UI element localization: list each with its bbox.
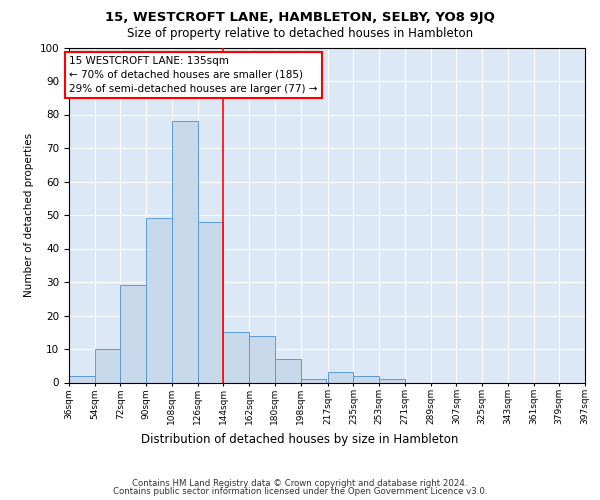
Bar [69, 376, 95, 382]
Bar [121, 286, 146, 382]
Bar [275, 359, 301, 382]
Bar [172, 121, 197, 382]
Bar [197, 222, 223, 382]
Text: 15, WESTCROFT LANE, HAMBLETON, SELBY, YO8 9JQ: 15, WESTCROFT LANE, HAMBLETON, SELBY, YO… [105, 11, 495, 24]
Y-axis label: Number of detached properties: Number of detached properties [24, 133, 34, 297]
Bar [353, 376, 379, 382]
Bar [328, 372, 353, 382]
Text: Distribution of detached houses by size in Hambleton: Distribution of detached houses by size … [142, 432, 458, 446]
Bar [249, 336, 275, 382]
Bar [223, 332, 249, 382]
Bar [301, 379, 326, 382]
Text: 15 WESTCROFT LANE: 135sqm
← 70% of detached houses are smaller (185)
29% of semi: 15 WESTCROFT LANE: 135sqm ← 70% of detac… [70, 56, 318, 94]
Text: Size of property relative to detached houses in Hambleton: Size of property relative to detached ho… [127, 28, 473, 40]
Text: Contains public sector information licensed under the Open Government Licence v3: Contains public sector information licen… [113, 487, 487, 496]
Bar [379, 379, 405, 382]
Bar [95, 349, 121, 382]
Bar [146, 218, 172, 382]
Text: Contains HM Land Registry data © Crown copyright and database right 2024.: Contains HM Land Registry data © Crown c… [132, 478, 468, 488]
